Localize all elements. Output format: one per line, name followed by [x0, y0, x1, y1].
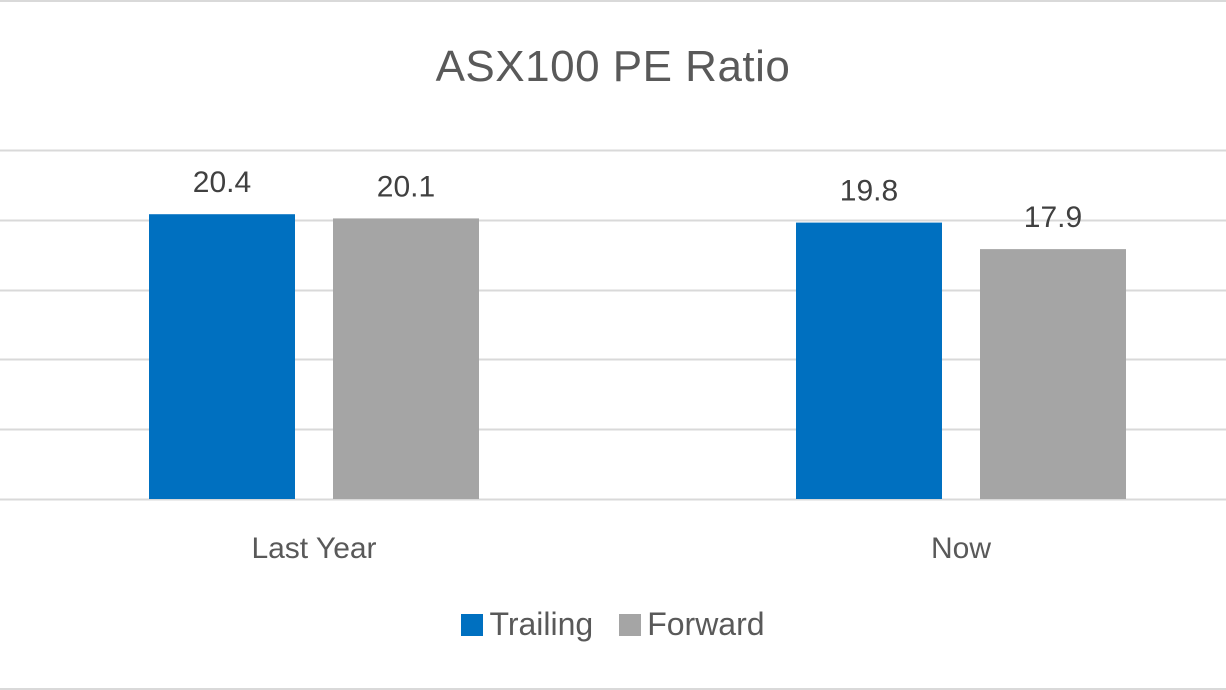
data-labels: 20.4 20.1 19.8 17.9 [193, 166, 1082, 234]
category-labels: Last Year Now [251, 532, 991, 565]
bar-trailing-last-year[interactable] [149, 214, 295, 499]
bar-forward-last-year[interactable] [333, 218, 479, 500]
bars [149, 214, 1126, 500]
legend-swatch-trailing [461, 613, 484, 636]
legend-label-forward: Forward [647, 606, 765, 642]
legend-label-trailing: Trailing [489, 606, 594, 642]
data-label: 17.9 [1024, 201, 1082, 234]
bar-trailing-now[interactable] [796, 222, 942, 500]
data-label: 20.4 [193, 166, 251, 199]
category-label: Now [931, 532, 991, 565]
legend-swatch-forward [619, 613, 642, 636]
chart-title: ASX100 PE Ratio [435, 42, 791, 91]
legend: Trailing Forward [0, 606, 1226, 643]
data-label: 19.8 [840, 175, 898, 208]
category-label: Last Year [251, 532, 376, 565]
data-label: 20.1 [377, 170, 435, 203]
bar-forward-now[interactable] [980, 249, 1126, 499]
legend-item-trailing[interactable]: Trailing [461, 606, 593, 643]
legend-item-forward[interactable]: Forward [619, 606, 765, 643]
